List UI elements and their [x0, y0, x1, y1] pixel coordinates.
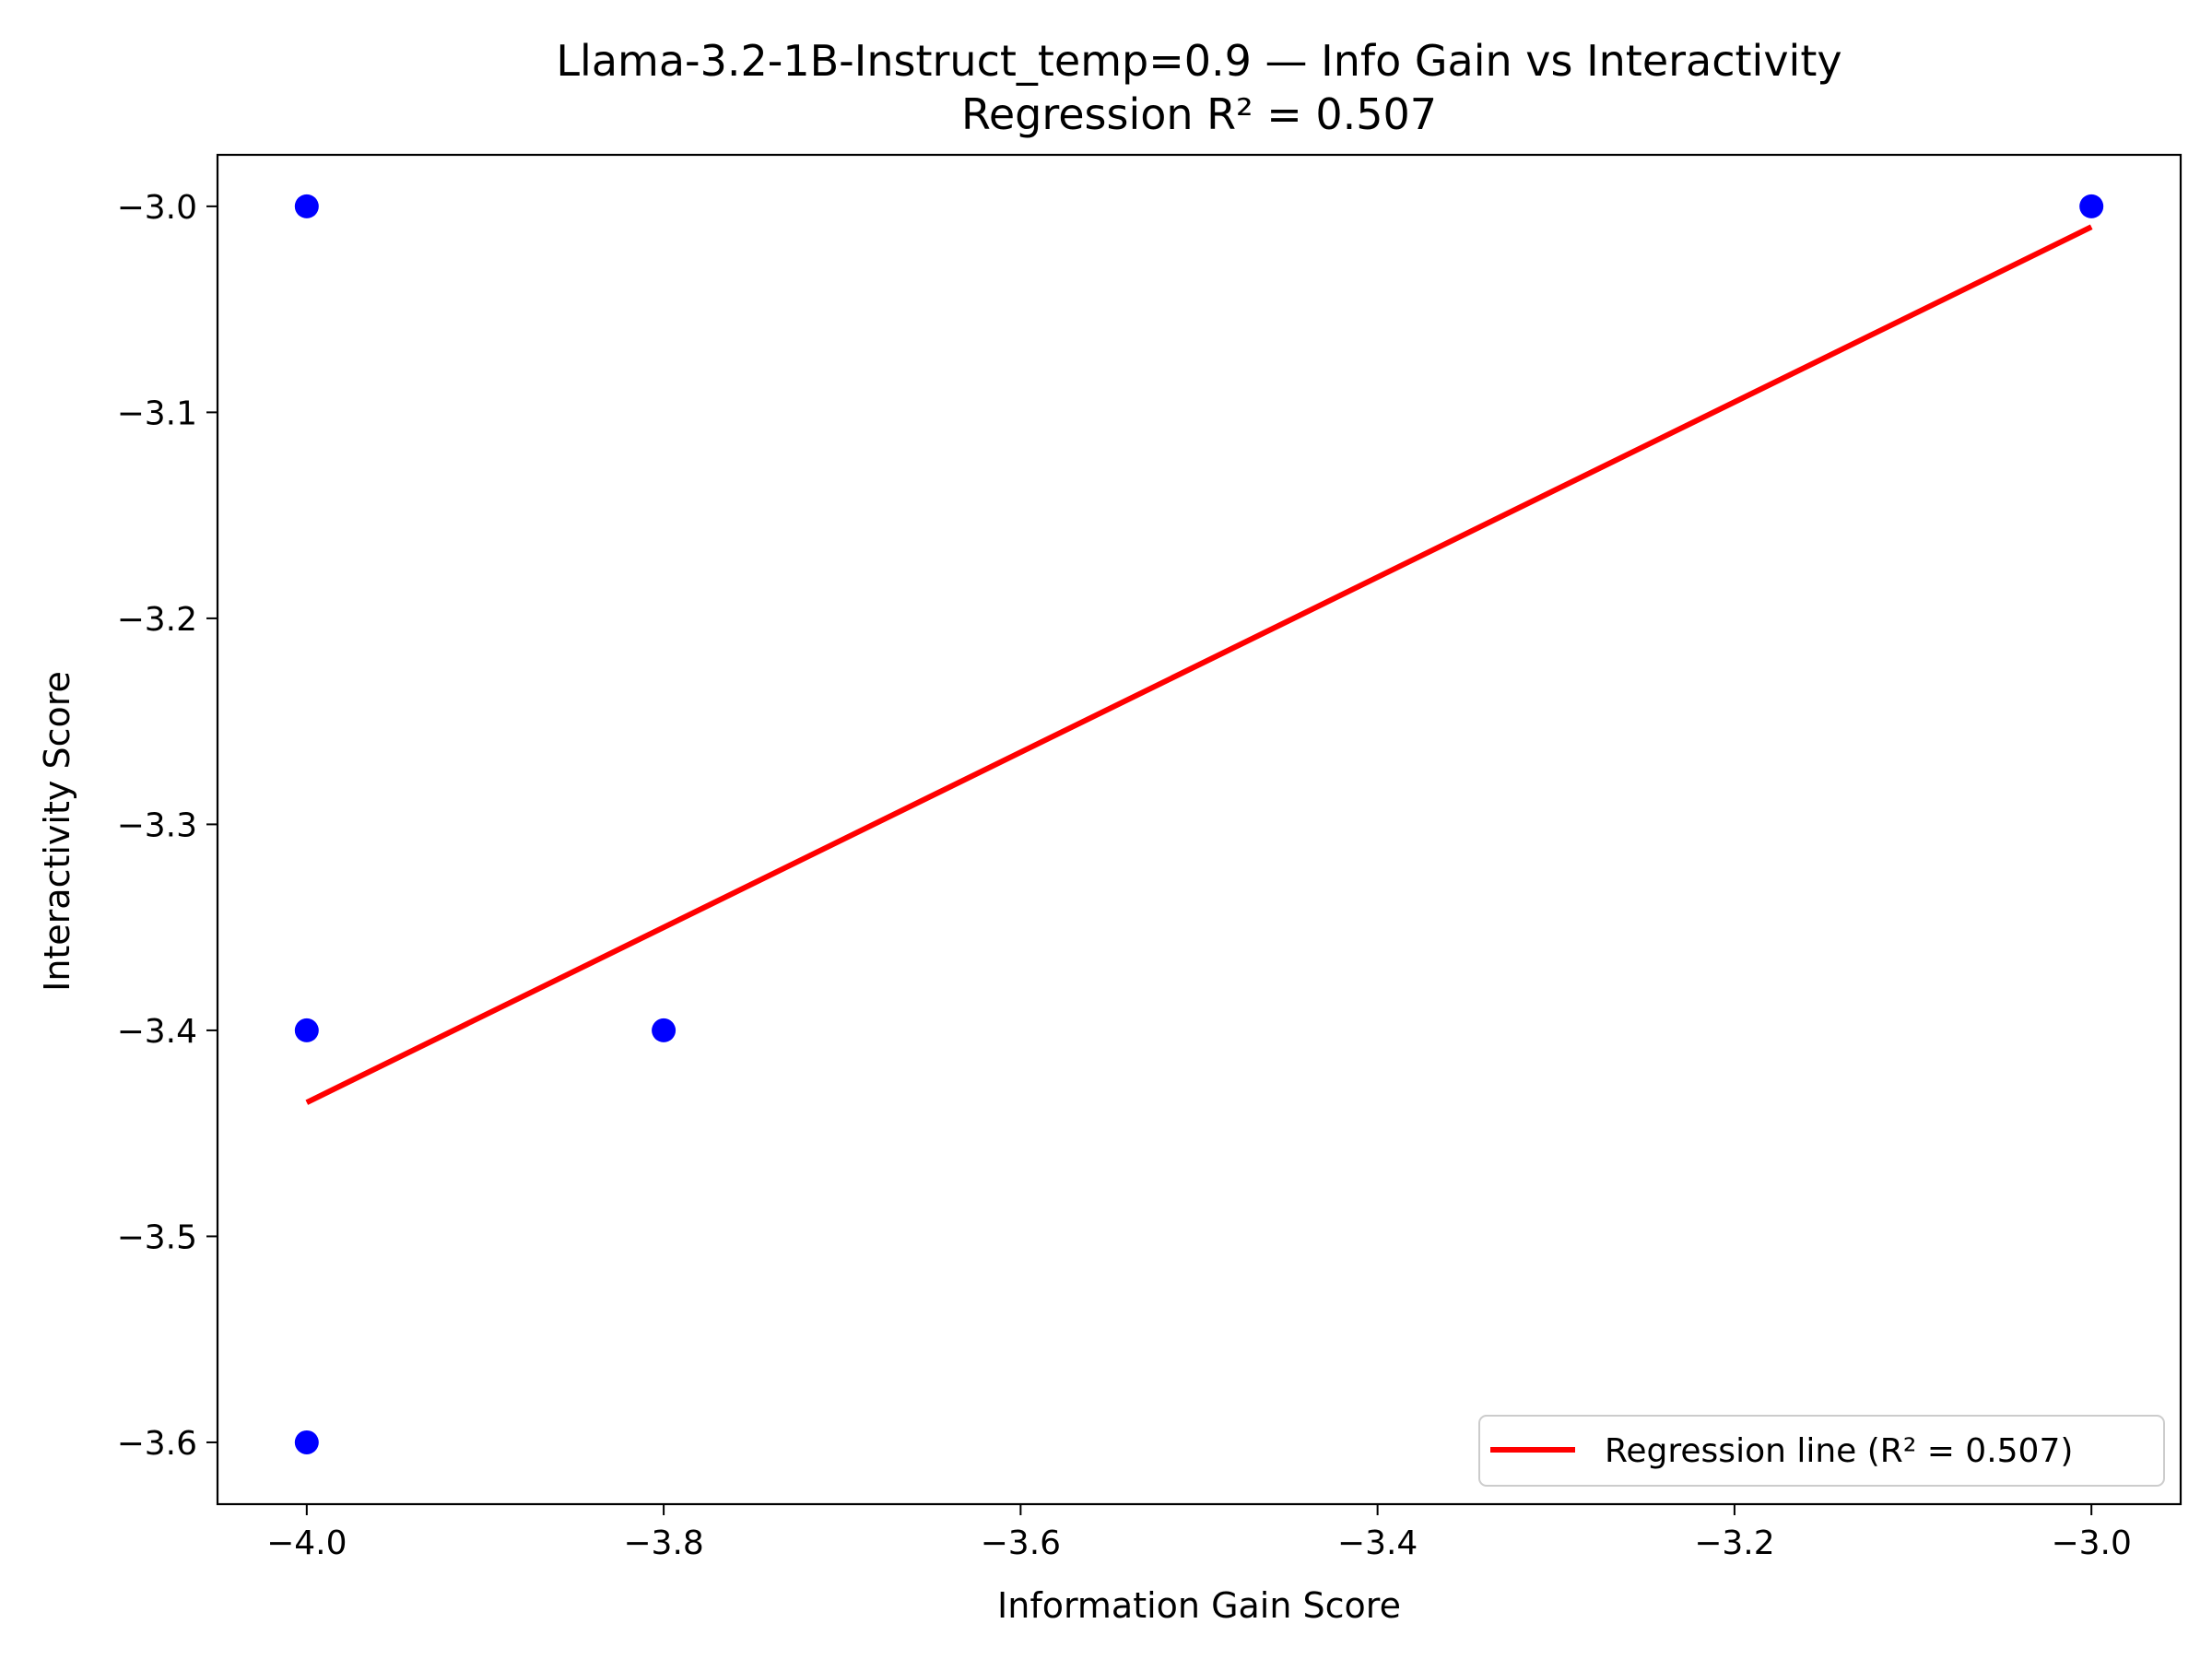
plot-area: −4.0 −3.8 −3.6 −3.4 −3.2 −3.0 −3.0−3.1−3.2−3.… [117, 153, 2183, 1562]
axes-frame [216, 153, 2183, 1506]
y-tick-label: −3.0 [117, 189, 197, 227]
x-axis-ticks: −4.0 −3.8 −3.6 −3.4 −3.2 −3.0 [266, 1504, 2132, 1562]
x-tick-label: −3.8 [623, 1524, 703, 1562]
y-axis-label: Interactivity Score [37, 671, 77, 992]
scatter-point [294, 1018, 319, 1042]
y-tick-label: −3.3 [117, 806, 197, 844]
legend: Regression line (R² = 0.507) [1478, 1415, 2165, 1487]
y-tick-label: −3.2 [117, 601, 197, 639]
regression-layer [305, 224, 2093, 1105]
legend-entry-label: Regression line (R² = 0.507) [1605, 1432, 2073, 1470]
scatter-point [294, 1430, 319, 1454]
scatter-point [652, 1018, 677, 1042]
scatter-point [2079, 194, 2104, 218]
scatter-points [294, 194, 2104, 1454]
y-axis-ticks: −3.0 −3.1 −3.2 −3.3 −3.4 −3.5 −3.6 [117, 189, 218, 1463]
x-tick-label: −4.0 [266, 1524, 347, 1562]
y-tick-label: −3.5 [117, 1218, 197, 1256]
y-tick-label: −3.1 [117, 394, 197, 432]
x-tick-label: −3.6 [981, 1524, 1061, 1562]
x-axis-label: Information Gain Score [997, 1585, 1401, 1626]
y-tick-label: −3.6 [117, 1425, 197, 1463]
x-tick-label: −3.4 [1337, 1524, 1418, 1562]
scatter-point [294, 194, 319, 218]
regression-line [305, 224, 2093, 1105]
chart-subtitle: Regression R² = 0.507 [961, 89, 1437, 139]
chart-title: Llama-3.2-1B-Instruct_temp=0.9 — Info Ga… [556, 36, 1841, 86]
x-tick-label: −3.2 [1694, 1524, 1774, 1562]
y-tick-label: −3.4 [117, 1013, 197, 1051]
legend-box [1478, 1415, 2165, 1487]
x-tick-label: −3.0 [2051, 1524, 2131, 1562]
